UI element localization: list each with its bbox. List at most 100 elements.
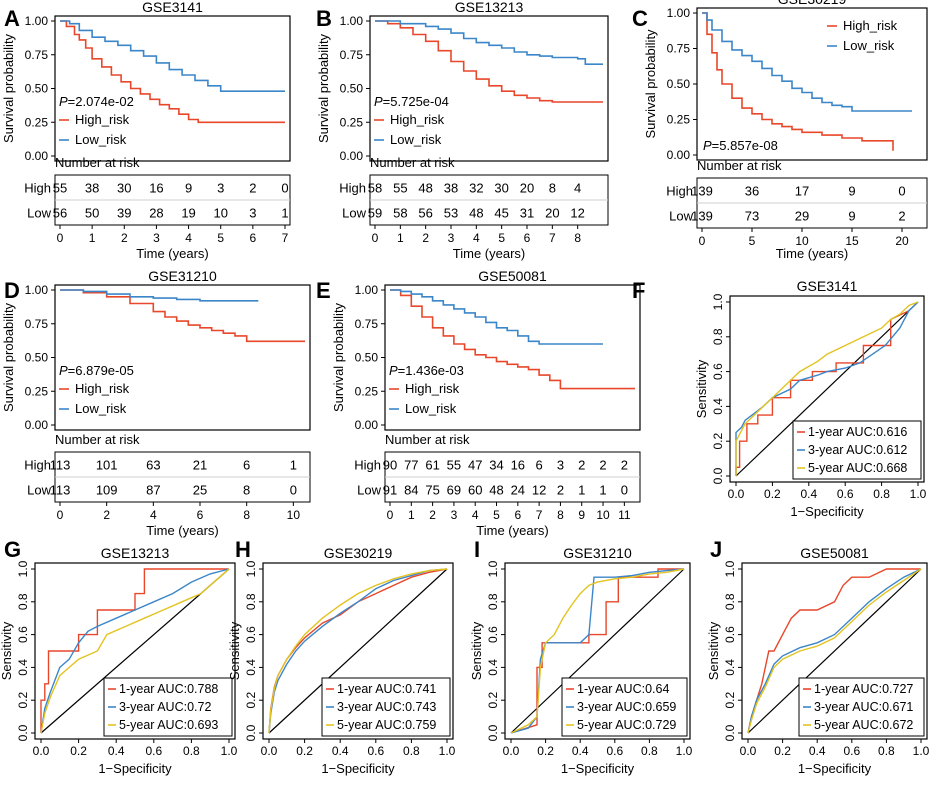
risk-value-high: 17 [795,184,809,199]
roc-diagonal [40,568,230,734]
legend-label-low: Low_risk [390,132,442,147]
km-title: GSE31210 [148,268,217,284]
risk-value-high: 139 [691,184,713,199]
risk-row-label-low: Low [27,483,51,498]
x-axis-label: 1−Specificity [98,761,172,776]
x-tick-label: 0.8 [403,744,420,758]
legend-label-1: 1-year AUC:0.616 [808,425,907,439]
risk-value-low: 69 [447,483,461,498]
x-tick-label: 1.0 [676,744,693,758]
legend-label-1: 1-year AUC:0.727 [814,682,913,696]
roc-panel-G: GSE13213 0.00.0 0.2 0.2 0.4 0.4 0.6 0.6 0.8 0.8 1.… [0,545,238,776]
x-tick-label: 0.4 [108,744,125,758]
x-tick-label: 5 [498,231,505,245]
x-tick-label: 0.6 [145,744,162,758]
x-tick-label: 5 [217,231,224,245]
number-at-risk-title: Number at risk [370,155,455,170]
risk-value-high: 55 [393,181,407,196]
risk-value-low: 8 [243,483,250,498]
roc-title: GSE31210 [563,545,632,561]
x-tick-label: 3 [153,231,160,245]
risk-row-label-high: High [354,458,381,473]
risk-value-high: 77 [404,458,418,473]
risk-value-high: 2 [578,458,585,473]
risk-value-high: 63 [146,458,160,473]
x-tick-label: 5 [493,508,500,522]
y-tick-label: 0.6 [486,626,500,643]
risk-value-high: 4 [574,181,581,196]
y-tick-label: 0.00 [340,149,364,163]
x-tick-label: 1 [408,508,415,522]
y-tick-label: 0.75 [355,317,379,331]
roc-curve-1 [40,568,229,733]
number-at-risk-title: Number at risk [385,432,470,447]
legend-label-3: 5-year AUC:0.693 [119,718,218,732]
risk-value-high: 16 [511,458,525,473]
km-curve-low [60,20,285,92]
y-axis-label: Sensitivity [694,359,709,418]
risk-value-high: 1 [290,458,297,473]
roc-legend-box [103,677,233,737]
y-tick-label: 0.50 [667,77,691,91]
roc-curve-1 [510,568,684,734]
x-tick-label: 0.2 [764,487,781,501]
risk-value-low: 50 [85,206,99,221]
y-tick-label: 0.2 [723,692,737,709]
risk-value-high: 3 [557,458,564,473]
y-tick-label: 0.0 [486,724,500,741]
x-tick-label: 6 [197,508,204,522]
roc-plot-frame [504,562,691,740]
x-tick-label: 4 [150,508,157,522]
legend-label-3: 5-year AUC:0.759 [337,718,436,732]
x-tick-label: 5 [749,234,756,248]
risk-value-high: 48 [418,181,432,196]
y-tick-label: 0.8 [244,593,258,610]
risk-value-low: 1 [578,483,585,498]
x-tick-label: 8 [574,231,581,245]
number-at-risk-title: Number at risk [55,432,140,447]
y-tick-label: 1.00 [25,14,49,28]
roc-curve-3 [268,568,448,734]
risk-value-high: 30 [494,181,508,196]
risk-value-high: 3 [217,181,224,196]
risk-value-low: 48 [469,206,483,221]
km-title: GSE30219 [778,0,847,7]
risk-value-high: 61 [425,458,439,473]
legend-label-1: 1-year AUC:0.788 [119,682,218,696]
risk-row-label-high: High [24,181,51,196]
y-tick-label: 0.4 [16,659,30,676]
roc-curve-2 [735,301,919,476]
risk-value-high: 0 [281,181,288,196]
legend-label-high: High_risk [843,18,898,33]
km-curve-high [390,289,635,390]
x-tick-label: 0.0 [503,744,520,758]
y-tick-label: 0.50 [25,82,49,96]
y-axis-label: Survival probability [331,302,346,412]
x-tick-label: 1.0 [221,744,238,758]
x-tick-label: 0 [57,231,64,245]
legend-label-high: High_risk [75,381,130,396]
y-tick-label: 0.4 [486,659,500,676]
p-value-text: P=6.879e-05 [59,363,134,378]
roc-legend-box [321,677,451,737]
risk-value-high: 20 [520,181,534,196]
x-tick-label: 0.2 [537,744,554,758]
risk-value-high: 32 [469,181,483,196]
risk-value-high: 38 [444,181,458,196]
km-curve-high [702,12,894,151]
risk-value-low: 45 [494,206,508,221]
roc-plot-frame [741,562,928,740]
legend-label-3: 5-year AUC:0.672 [814,718,913,732]
panel-letter-E: E [316,278,331,303]
risk-value-low: 75 [425,483,439,498]
km-curve-low [702,12,912,112]
x-tick-label: 0.6 [606,744,623,758]
y-tick-label: 0.2 [244,692,258,709]
roc-curve-3 [747,568,922,734]
risk-value-high: 38 [85,181,99,196]
km-title: GSE3141 [142,0,203,15]
km-panel-E: GSE50081 0.00 0.25 0.50 0.75 1.00 Survival pro… [331,268,641,538]
x-tick-label: 6 [524,231,531,245]
y-tick-label: 0.8 [711,328,725,345]
risk-value-low: 0 [290,483,297,498]
